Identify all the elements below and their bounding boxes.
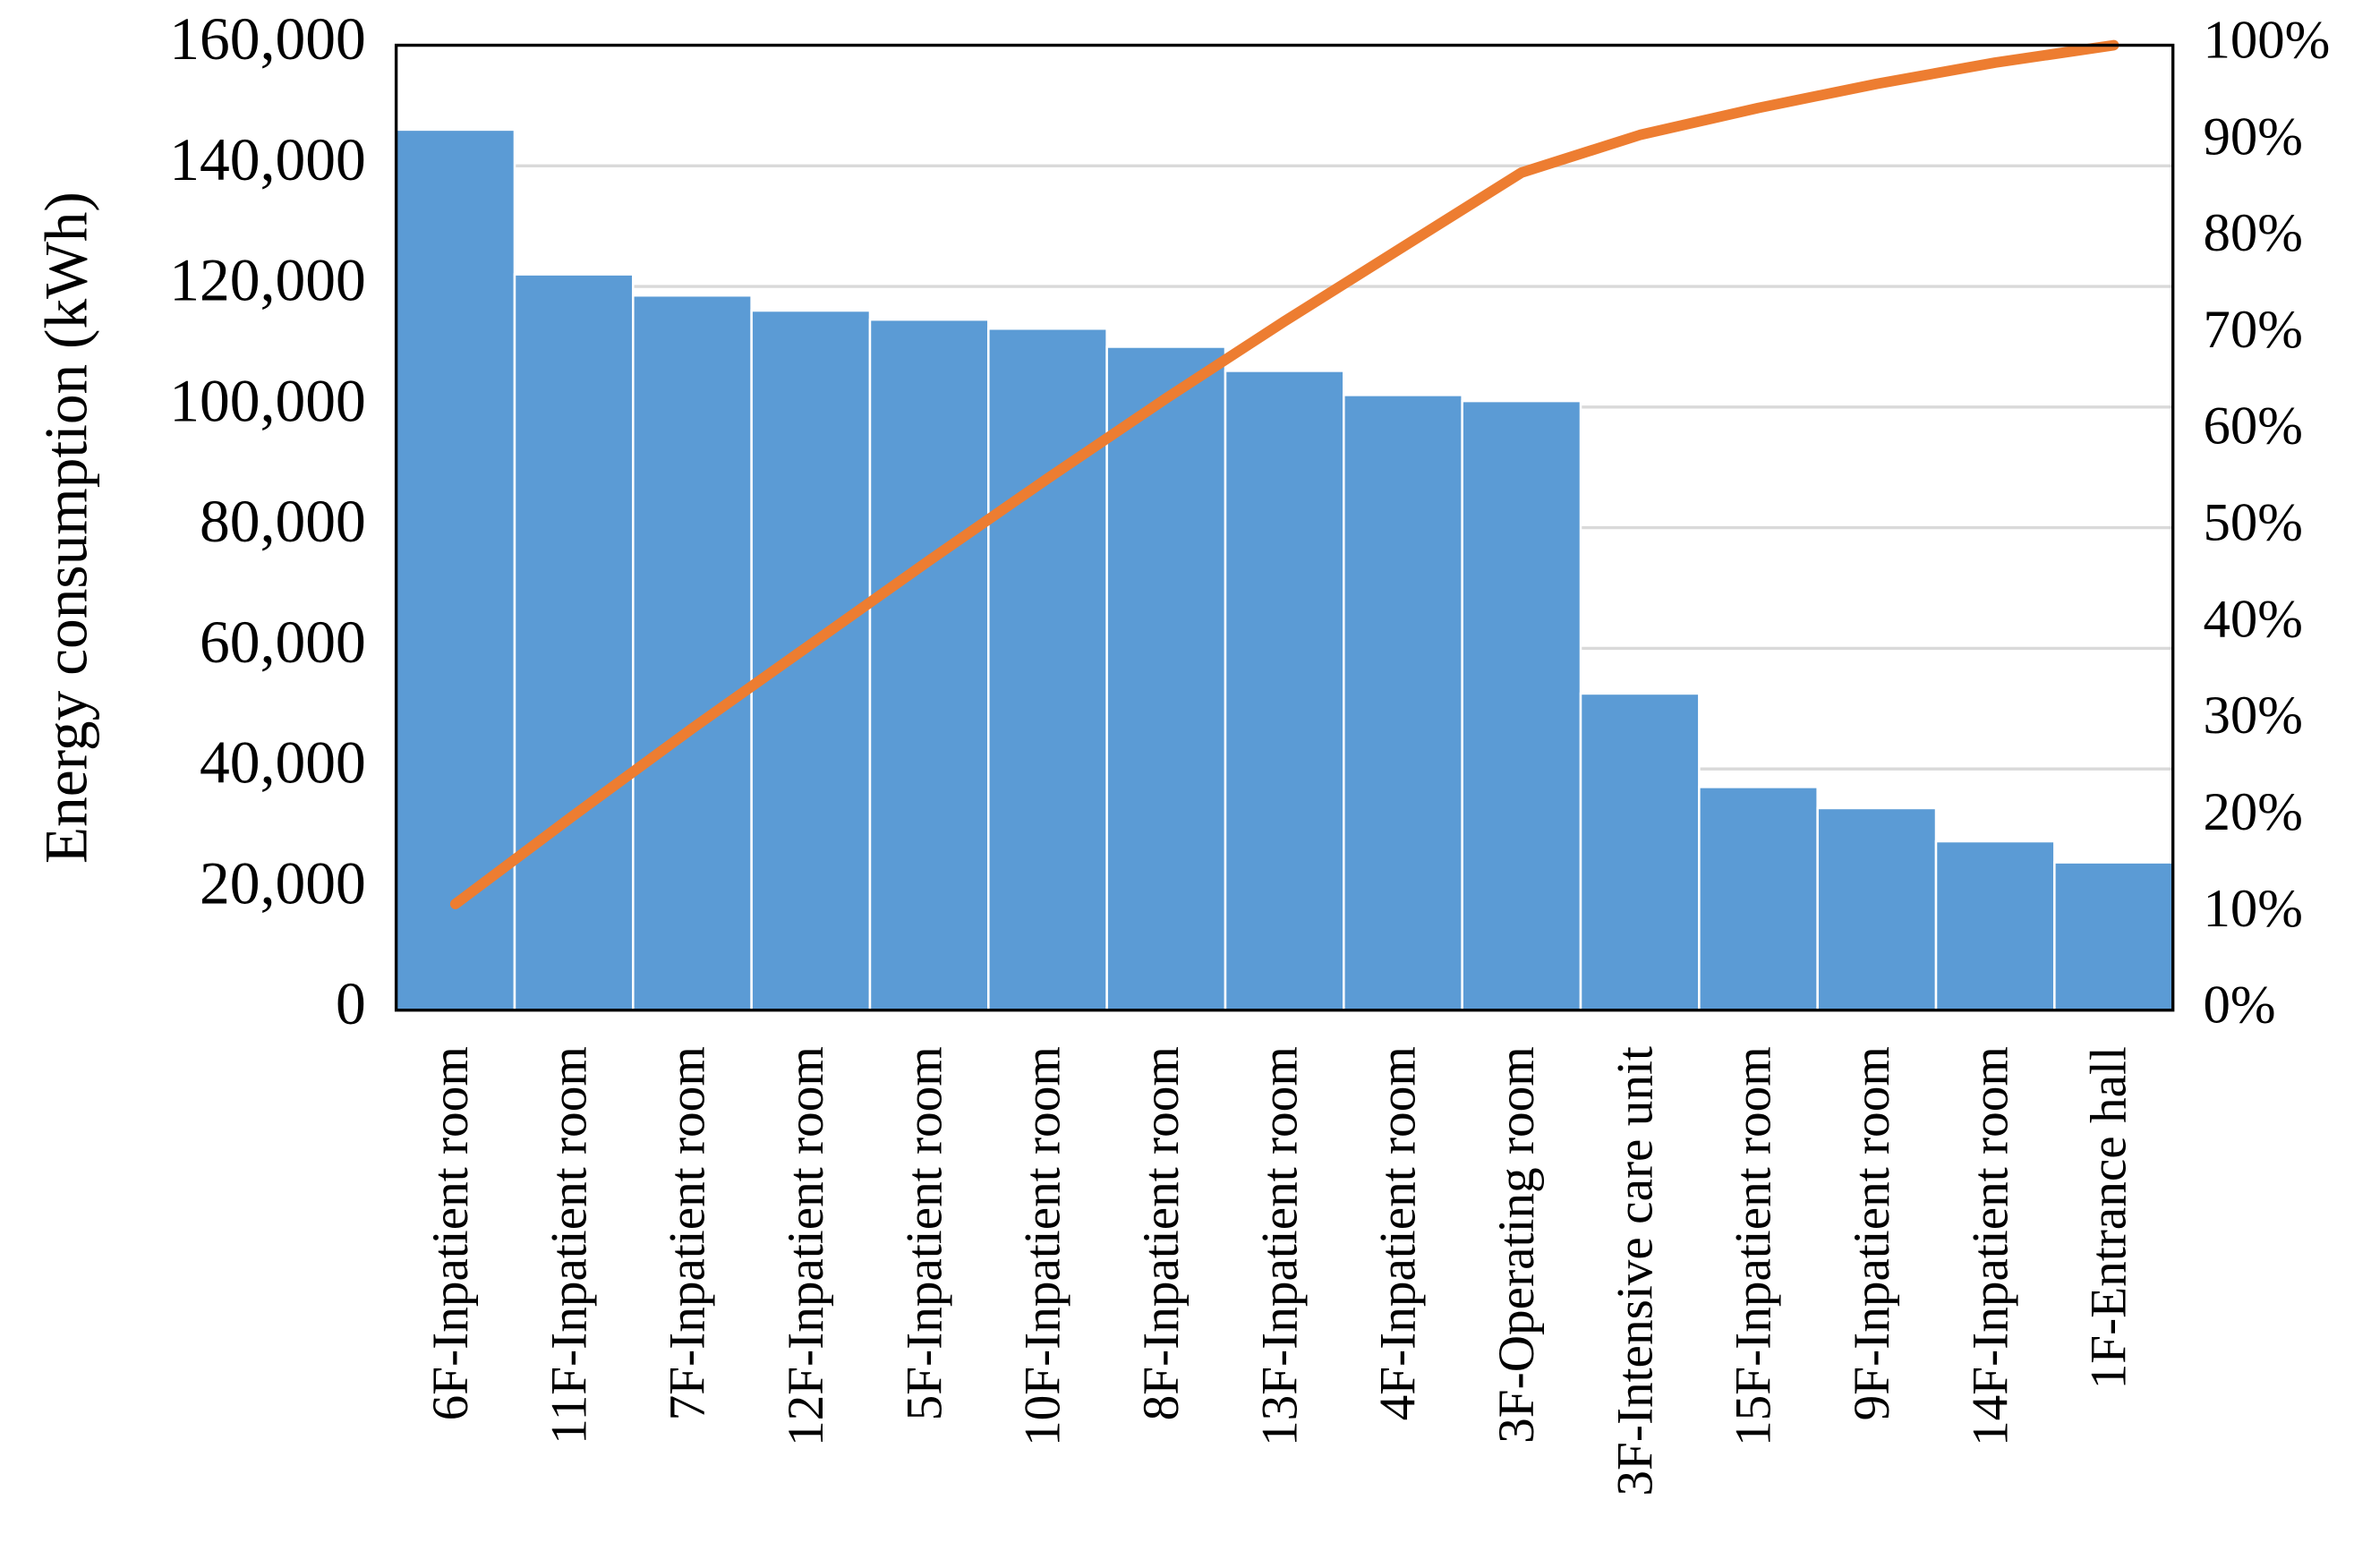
cumulative-line	[449, 39, 2119, 909]
bar	[1224, 370, 1345, 1011]
x-tick-label: 4F-Inpatient room	[1370, 1046, 1427, 1420]
y2-tick-label: 40%	[2203, 589, 2302, 649]
plot-border	[394, 43, 2175, 1012]
x-tick-label: 3F-Intensive care unit	[1607, 1046, 1663, 1496]
y2-tick-label: 0%	[2203, 976, 2275, 1035]
bar	[513, 273, 635, 1011]
y2-tick-label: 80%	[2203, 203, 2302, 263]
bar	[632, 294, 753, 1011]
bar	[1461, 399, 1582, 1011]
y2-tick-label: 70%	[2203, 300, 2302, 360]
bar	[1934, 839, 2056, 1011]
bar	[1579, 692, 1701, 1011]
y2-tick-label: 100%	[2203, 11, 2330, 71]
bar	[1105, 345, 1227, 1011]
y2-tick-label: 90%	[2203, 107, 2302, 166]
y2-tick-label: 20%	[2203, 782, 2302, 842]
y-tick-label: 160,000	[169, 5, 366, 72]
x-tick-label: 8F-Inpatient room	[1133, 1046, 1190, 1420]
bar	[987, 327, 1108, 1011]
y-tick-label: 100,000	[169, 367, 366, 434]
x-tick-label: 5F-Inpatient room	[896, 1046, 952, 1420]
x-tick-label: 12F-Inpatient room	[778, 1046, 834, 1446]
x-tick-label: 13F-Inpatient room	[1251, 1046, 1308, 1446]
x-tick-label: 9F-Inpatient room	[1844, 1046, 1900, 1420]
bar	[1343, 394, 1463, 1011]
bar	[1816, 806, 1938, 1011]
x-tick-label: 10F-Inpatient room	[1015, 1046, 1071, 1446]
y-tick-label: 60,000	[200, 609, 366, 676]
x-tick-label: 15F-Inpatient room	[1726, 1046, 1782, 1446]
x-tick-label: 7F-Inpatient room	[660, 1046, 716, 1420]
bar	[2053, 861, 2174, 1011]
y2-tick-label: 60%	[2203, 396, 2302, 456]
x-tick-label: 1F-Entrance hall	[2081, 1046, 2137, 1389]
x-tick-label: 11F-Inpatient room	[541, 1046, 597, 1444]
x-tick-label: 14F-Inpatient room	[1962, 1046, 2018, 1446]
x-tick-label: 6F-Inpatient room	[422, 1046, 479, 1420]
y2-tick-label: 50%	[2203, 493, 2302, 553]
y-tick-label: 140,000	[169, 126, 366, 193]
y-tick-label: 120,000	[169, 247, 366, 314]
y2-tick-label: 10%	[2203, 879, 2302, 939]
bar	[750, 309, 872, 1011]
x-tick-label: 3F-Operating room	[1488, 1046, 1545, 1444]
y-tick-label: 80,000	[200, 488, 366, 555]
y-tick-label: 40,000	[200, 729, 366, 797]
y-axis-label: Energy consumption (kWh)	[33, 192, 100, 864]
y-tick-label: 0	[336, 970, 366, 1037]
bar	[868, 318, 990, 1011]
y-tick-label: 20,000	[200, 849, 366, 916]
y2-tick-label: 30%	[2203, 686, 2302, 746]
bar	[1698, 786, 1819, 1011]
